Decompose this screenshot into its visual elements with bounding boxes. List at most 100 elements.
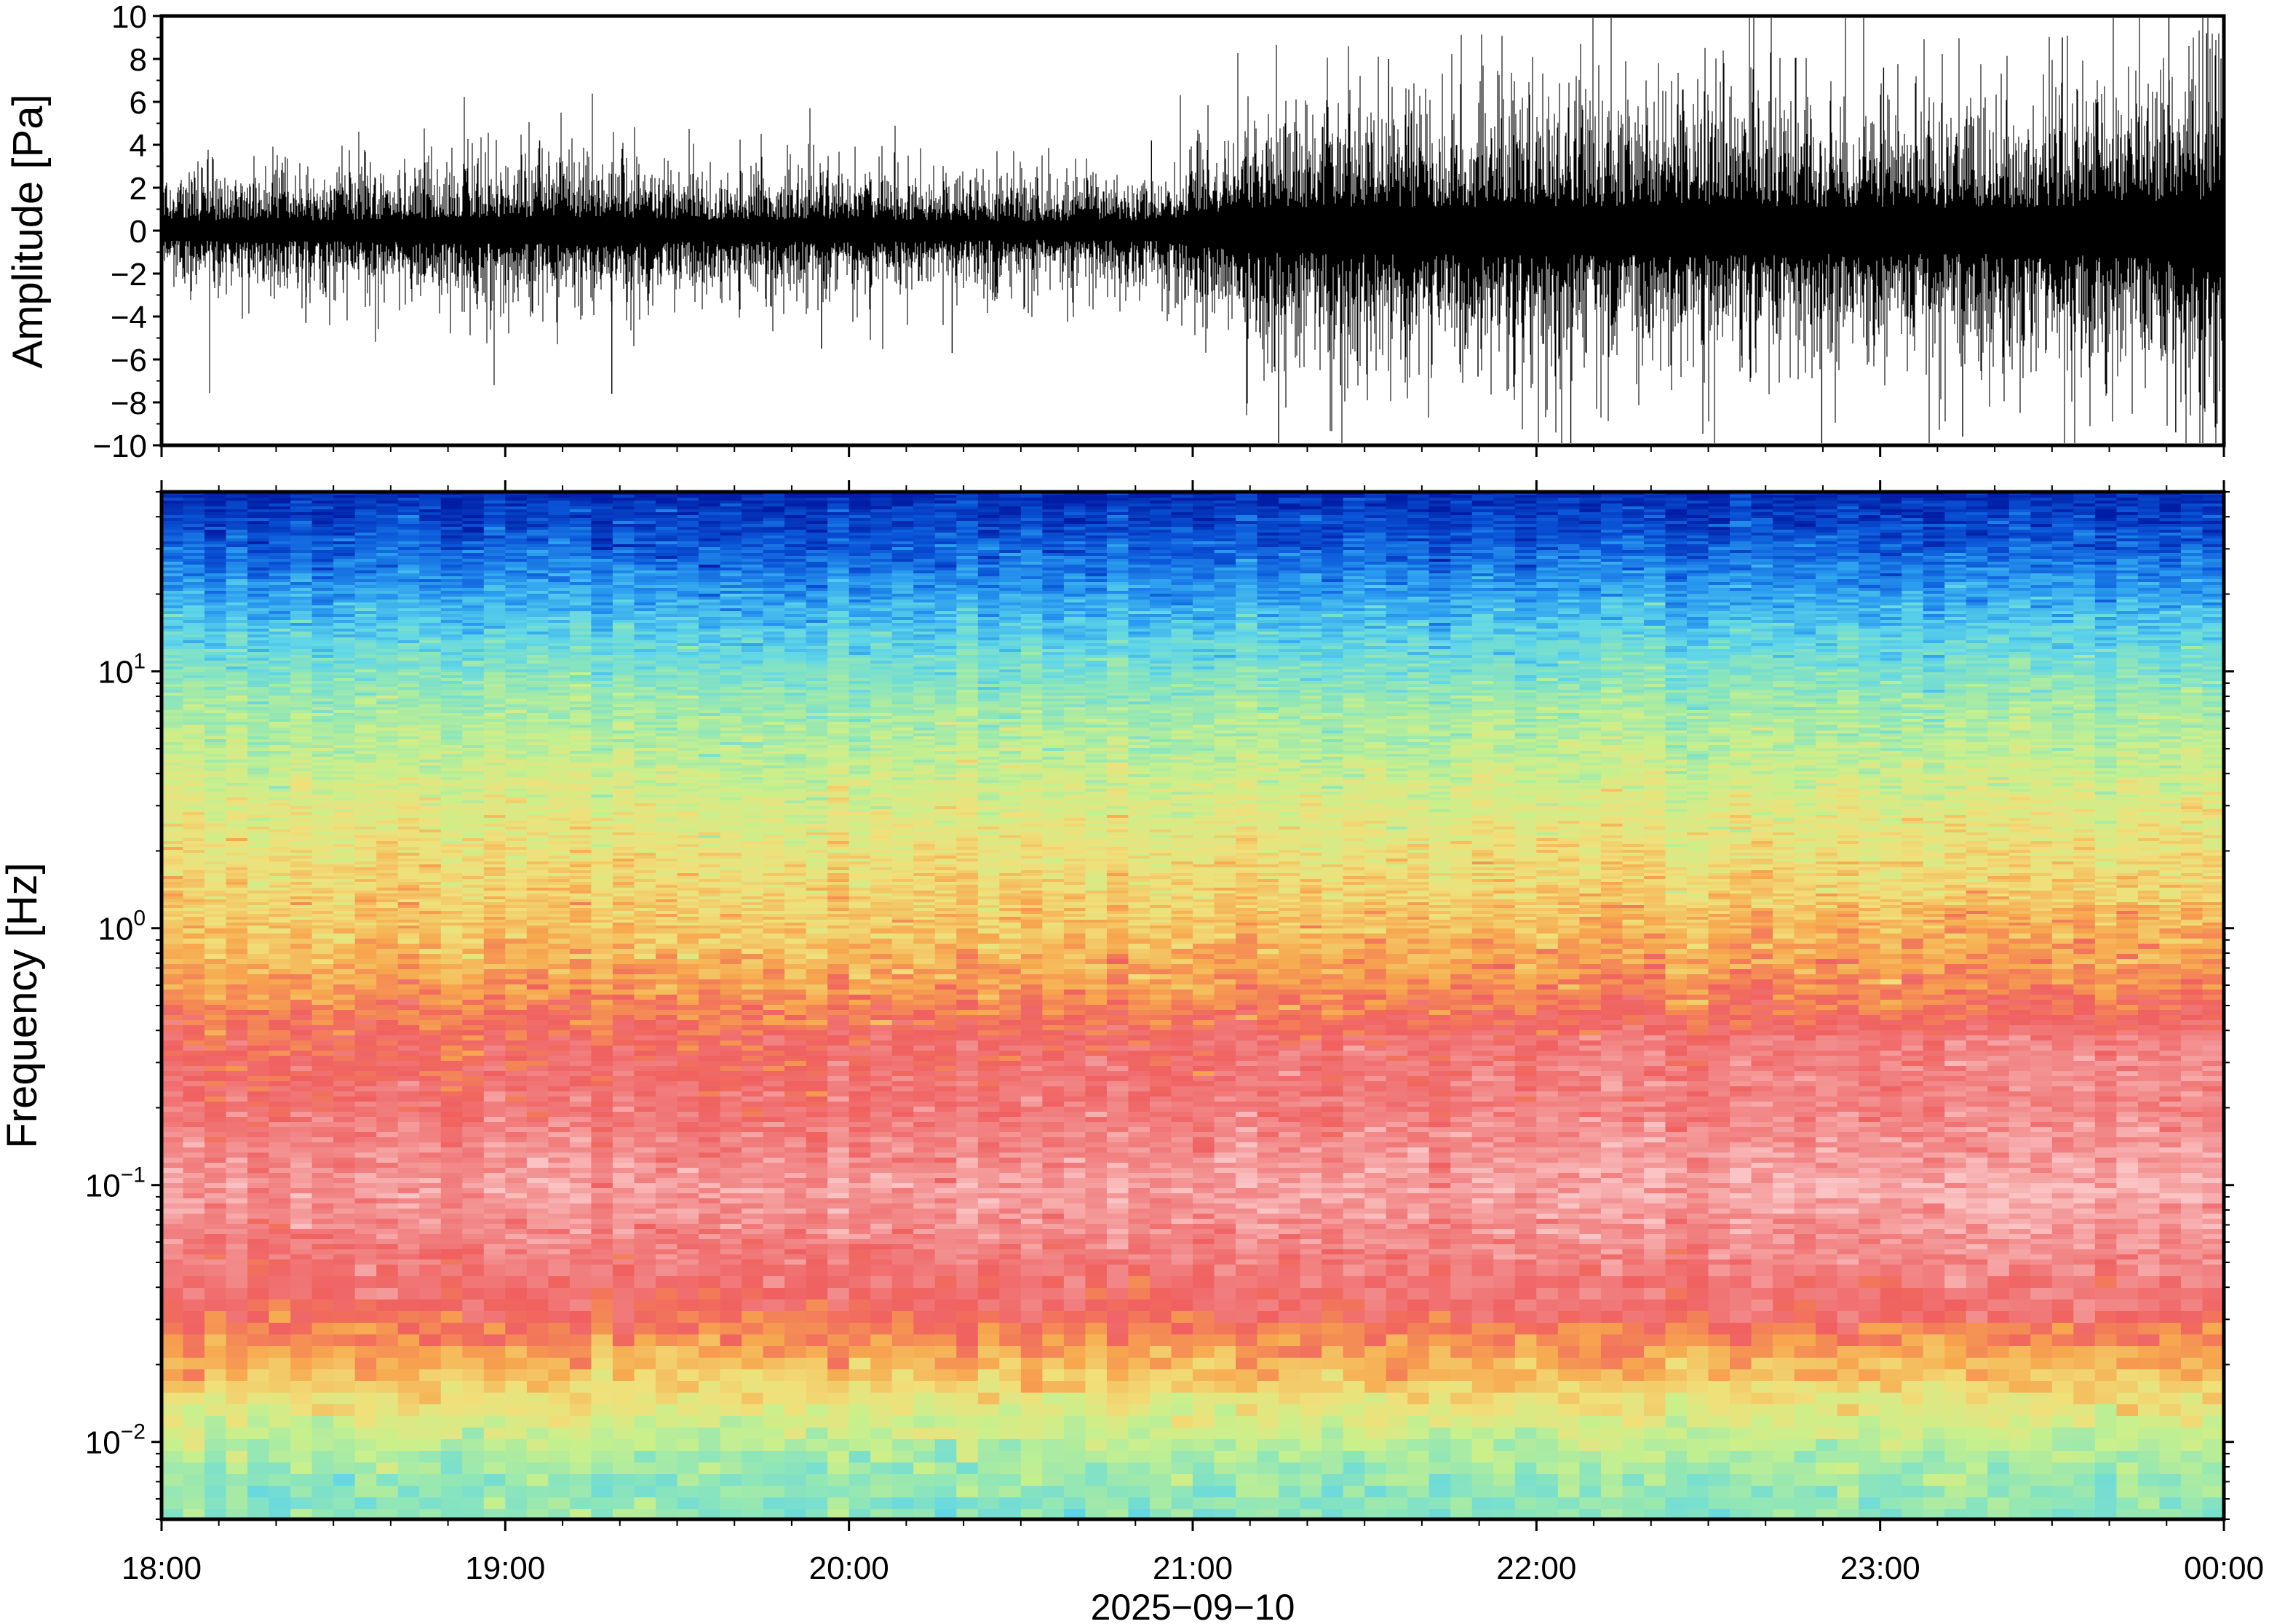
spectrogram-cell	[1557, 634, 1580, 638]
spectrogram-cell	[1171, 562, 1193, 565]
spectrogram-cell	[1665, 620, 1688, 624]
spectrogram-cell	[1816, 524, 1838, 528]
spectrogram-cell	[1407, 632, 1430, 635]
spectrogram-cell	[1730, 550, 1752, 554]
spectrogram-cell	[1193, 518, 1215, 522]
spectrogram-cell	[1665, 608, 1688, 612]
spectrogram-cell	[1020, 632, 1043, 635]
spectrogram-cell	[1686, 637, 1709, 641]
spectrogram-cell	[1128, 632, 1151, 635]
spectrogram-cell	[1665, 533, 1688, 536]
spectrogram-cell	[2159, 637, 2182, 641]
spectrogram-cell	[1471, 617, 1494, 621]
spectrogram-cell	[162, 602, 184, 606]
spectrogram-cell	[1085, 632, 1108, 635]
spectrogram-cell	[376, 617, 399, 621]
spectrogram-cell	[634, 498, 656, 501]
spectrogram-cell	[1171, 524, 1193, 528]
spectrogram-cell	[999, 594, 1022, 597]
spectrogram-cell	[1407, 562, 1430, 565]
spectrogram-cell	[763, 605, 785, 609]
spectrogram-cell	[763, 547, 785, 551]
spectrogram-cell	[591, 503, 613, 507]
spectrogram-cell	[742, 594, 764, 597]
spectrogram-cell	[699, 503, 721, 507]
spectrogram-cell	[2073, 617, 2096, 621]
spectrogram-cell	[1816, 527, 1838, 530]
spectrogram-cell	[569, 582, 592, 586]
spectrogram-cell	[784, 521, 807, 525]
spectrogram-cell	[913, 608, 936, 612]
spectrogram-cell	[1128, 585, 1151, 589]
spectrogram-cell	[1708, 576, 1730, 580]
spectrogram-cell	[162, 503, 184, 507]
spectrogram-cell	[1279, 608, 1301, 612]
spectrogram-cell	[2094, 614, 2117, 618]
spectrogram-cell	[2159, 498, 2182, 501]
spectrogram-cell	[1214, 617, 1236, 621]
spectrogram-cell	[1665, 565, 1688, 568]
spectrogram-cell	[1236, 576, 1258, 580]
spectrogram-cell	[1322, 600, 1344, 603]
spectrogram-cell	[1837, 576, 1859, 580]
spectrogram-cell	[655, 553, 678, 557]
spectrogram-cell	[548, 585, 571, 589]
spectrogram-cell	[1923, 559, 1945, 562]
spectrogram-cell	[1407, 536, 1430, 539]
spectrogram-cell	[2008, 506, 2031, 510]
spectrogram-cell	[2030, 568, 2053, 571]
spectrogram-cell	[977, 623, 1000, 626]
spectrogram-cell	[1214, 591, 1236, 594]
spectrogram-cell	[2073, 600, 2096, 603]
spectrogram-cell	[397, 533, 420, 536]
spectrogram-cell	[548, 614, 571, 618]
spectrogram-cell	[1322, 582, 1344, 586]
spectrogram-cell	[1579, 565, 1602, 568]
spectrogram-cell	[1859, 498, 1881, 501]
spectrogram-cell	[827, 588, 850, 592]
spectrogram-cell	[290, 579, 313, 583]
spectrogram-cell	[2116, 521, 2139, 525]
spectrogram-cell	[1622, 591, 1645, 594]
spectrogram-cell	[2051, 579, 2074, 583]
spectrogram-cell	[720, 550, 742, 554]
spectrogram-cell	[1364, 550, 1387, 554]
spectrogram-cell	[1536, 509, 1559, 513]
spectrogram-cell	[1579, 602, 1602, 606]
spectrogram-cell	[677, 629, 699, 632]
spectrogram-cell	[1686, 611, 1709, 615]
spectrogram-cell	[1322, 570, 1344, 574]
spectrogram-cell	[569, 530, 592, 533]
spectrogram-cell	[1794, 579, 1816, 583]
spectrogram-cell	[1880, 573, 1902, 577]
spectrogram-cell	[2073, 573, 2096, 577]
spectrogram-cell	[891, 573, 914, 577]
spectrogram-cell	[2202, 501, 2225, 504]
spectrogram-cell	[1300, 629, 1322, 632]
spectrogram-cell	[720, 503, 742, 507]
spectrogram-cell	[1214, 565, 1236, 568]
spectrogram-cell	[1214, 588, 1236, 592]
spectrogram-cell	[1944, 509, 1967, 513]
spectrogram-cell	[569, 553, 592, 557]
spectrogram-cell	[1407, 495, 1430, 498]
spectrogram-cell	[1322, 608, 1344, 612]
spectrogram-cell	[1236, 573, 1258, 577]
spectrogram-cell	[763, 515, 785, 519]
spectrogram-cell	[1236, 550, 1258, 554]
spectrogram-cell	[1063, 556, 1086, 560]
spectrogram-cell	[977, 553, 1000, 557]
spectrogram-cell	[1730, 521, 1752, 525]
spectrogram-cell	[397, 637, 420, 641]
spectrogram-cell	[1837, 503, 1859, 507]
spectrogram-cell	[2159, 527, 2182, 530]
spectrogram-cell	[226, 597, 248, 600]
spectrogram-cell	[2116, 498, 2139, 501]
spectrogram-cell	[763, 544, 785, 548]
spectrogram-cell	[376, 518, 399, 522]
spectrogram-cell	[1020, 515, 1043, 519]
spectrogram-cell	[1579, 512, 1602, 516]
spectrogram-cell	[1536, 620, 1559, 624]
spectrogram-cell	[655, 620, 678, 624]
spectrogram-cell	[1343, 637, 1365, 641]
